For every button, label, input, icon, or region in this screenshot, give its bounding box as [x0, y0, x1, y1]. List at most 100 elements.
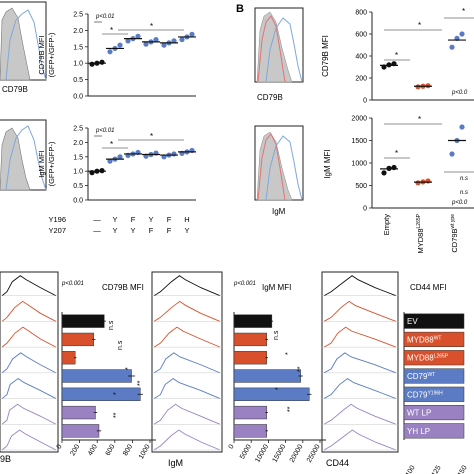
- data-point: [99, 59, 105, 65]
- x-tick-label: 25000: [306, 443, 322, 463]
- b-category-label: CD79Bwt ype: [450, 214, 459, 253]
- panel-b-xlabels: Empty MYD88L265P CD79Bwt ype: [382, 213, 459, 253]
- b-bottom-pvalue: p<0.0: [451, 200, 468, 206]
- c-hist-curve: [323, 326, 397, 348]
- c-hist-curve: [1, 352, 57, 374]
- c-bar: [233, 314, 273, 328]
- data-point: [153, 36, 159, 43]
- a-top-star-2: *: [150, 22, 153, 31]
- data-point: [117, 42, 123, 48]
- c-bar: [233, 387, 310, 401]
- c-hist-curve: [323, 275, 397, 297]
- c-bar: [61, 387, 141, 401]
- x-tick-label: 0: [228, 443, 236, 450]
- y-tick-label: 0: [363, 98, 367, 105]
- data-point: [179, 36, 185, 43]
- b-bottom-ns-2: n.s: [460, 190, 468, 196]
- c-bar: [233, 332, 267, 347]
- c-sig-mark: *: [275, 387, 282, 390]
- c-legend-label: MYD88WT: [407, 335, 441, 344]
- panel-c-igm-bars: IgM MFI p<0.001 0 5000 10000 15000 20000 2500…: [228, 281, 326, 464]
- data-point: [117, 154, 123, 160]
- hist-a1-grey: [0, 7, 31, 81]
- c-sig-mark: n.s: [117, 340, 124, 350]
- b-top-star-2: *: [418, 21, 421, 30]
- residue-row-label: Y196: [48, 215, 66, 224]
- c-bar: [61, 314, 105, 328]
- x-tick-label: 400: [87, 443, 99, 457]
- y-tick-label: 2.0: [73, 140, 83, 147]
- c-legend-swatch: [403, 350, 465, 366]
- c-legend-swatch: [403, 313, 465, 329]
- c-sig-mark: n.s: [108, 320, 115, 330]
- c-bar: [233, 405, 267, 420]
- c-hist-curve: [323, 403, 397, 425]
- y-tick-label: 2.5: [73, 12, 83, 19]
- hist-b1-xlabel: CD79B: [257, 93, 283, 102]
- x-tick-label: 10000: [254, 443, 270, 463]
- a-top-ylabel: CD79B MFI: [37, 35, 46, 74]
- y-tick-label: 0.0: [73, 198, 83, 205]
- a-bottom-ylabel-2: (GFP+/GFP-): [47, 141, 56, 186]
- c-cd44-title: CD44 MFI: [410, 283, 446, 292]
- c-bar: [61, 369, 132, 383]
- residue-cell: Y: [148, 215, 153, 224]
- a-bottom-ylabel: IgM MFI: [37, 150, 46, 178]
- y-tick-label: 0.0: [73, 94, 83, 101]
- data-point: [143, 41, 149, 47]
- c-bar: [233, 424, 267, 438]
- data-point: [425, 178, 431, 184]
- c-hist-curve: [323, 429, 397, 451]
- c-hist-curve: [153, 326, 221, 348]
- c-igm-title: IgM MFI: [262, 283, 291, 292]
- c-cd79b-hist-xlabel: 9B: [0, 454, 11, 464]
- c-sig-mark: **: [137, 380, 144, 386]
- c-bar: [61, 351, 76, 365]
- c-bar: [233, 351, 267, 365]
- residue-cell: Y: [112, 226, 117, 235]
- b-bottom-ylabel: IgM MFI: [323, 149, 332, 178]
- y-tick-label: 600: [355, 32, 367, 39]
- b-top-star-1: *: [395, 51, 398, 60]
- y-tick-label: 1.5: [73, 44, 83, 51]
- data-point: [449, 44, 455, 50]
- y-tick-label: 500: [355, 183, 367, 190]
- y-tick-label: 2.5: [73, 126, 83, 133]
- x-tick-label: 600: [105, 443, 117, 457]
- c-legend-label: CD79Y196H: [407, 390, 443, 399]
- c-legend-swatch: [403, 368, 465, 384]
- data-point: [381, 170, 387, 176]
- c-sig-mark: *: [285, 352, 292, 355]
- residue-cell: Y: [130, 226, 135, 235]
- y-tick-label: 1.0: [73, 169, 83, 176]
- y-tick-label: 0.5: [73, 77, 83, 84]
- panel-b-histograms: CD79B IgM: [254, 7, 304, 216]
- data-point: [107, 158, 113, 164]
- c-hist-curve: [323, 378, 397, 399]
- b-bottom-ns: n.s: [460, 176, 468, 182]
- c-mid-pvalue: p<0.001: [233, 281, 256, 287]
- data-point: [135, 33, 141, 39]
- c-cd44-xtick: 125: [431, 464, 443, 474]
- a-bottom-star-2: *: [150, 132, 153, 141]
- b-bottom-star-1: *: [395, 149, 398, 158]
- y-tick-label: 1.5: [73, 154, 83, 161]
- c-hist-curve: [323, 352, 397, 374]
- c-hist-curve: [1, 300, 57, 322]
- residue-cell: F: [167, 215, 172, 224]
- c-hist-curve: [153, 378, 221, 399]
- residue-row-label: Y207: [48, 226, 66, 235]
- c-hist-curve: [1, 429, 57, 451]
- y-tick-label: 800: [355, 10, 367, 17]
- panel-b-label: B: [236, 3, 244, 15]
- c-sig-mark: **: [287, 406, 294, 412]
- hist-a2-grey: [0, 127, 31, 191]
- c-sig-mark: **: [297, 366, 304, 372]
- y-tick-label: 200: [355, 76, 367, 83]
- data-point: [171, 151, 177, 157]
- c-bar: [61, 405, 96, 420]
- a-bottom-pvalue: p<0.01: [95, 128, 115, 134]
- c-igm-hist-xlabel: IgM: [168, 458, 183, 468]
